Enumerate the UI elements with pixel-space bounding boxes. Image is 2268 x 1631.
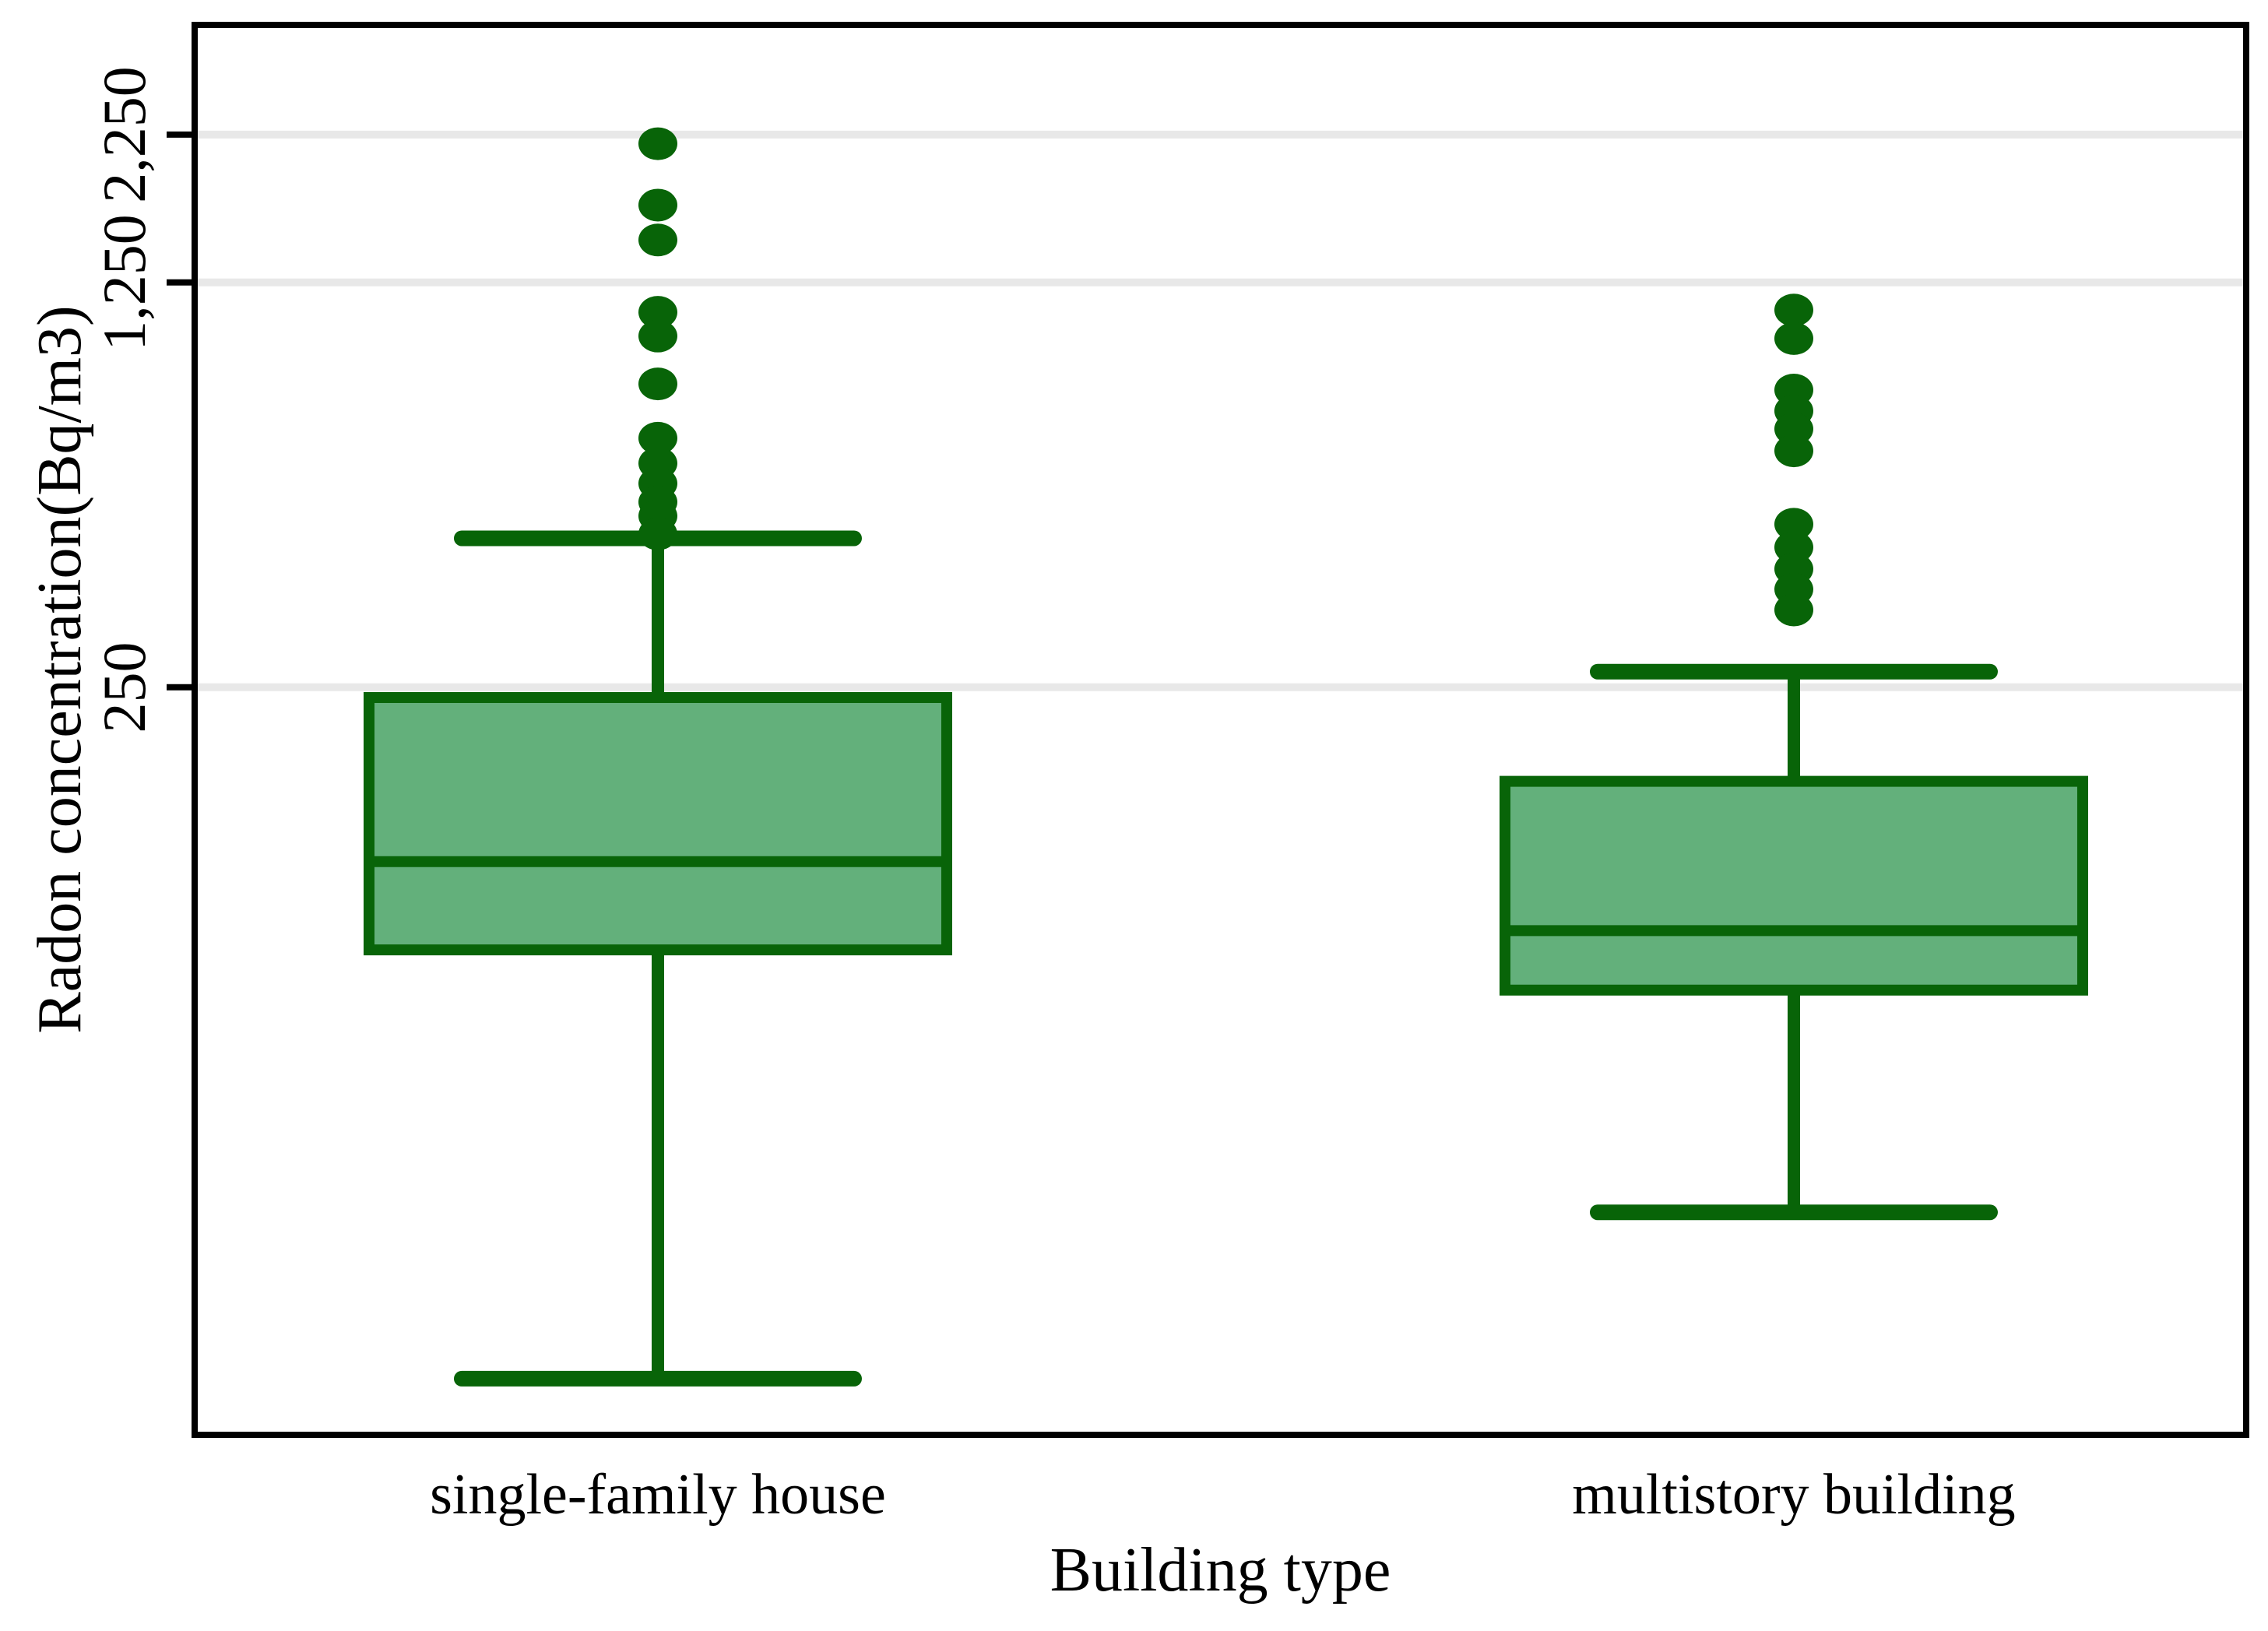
outlier-dot <box>1774 593 1813 627</box>
y-axis-title: Radon concentration(Bq/m3) <box>26 305 94 1034</box>
outlier-dot <box>638 223 677 257</box>
outlier-dot <box>638 127 677 160</box>
y-tick-label: 2,250 <box>90 66 158 203</box>
x-axis-title: Building type <box>1050 1536 1391 1605</box>
y-tick-label: 1,250 <box>90 214 158 351</box>
iqr-box <box>363 691 952 956</box>
outlier-dot <box>1774 294 1813 327</box>
iqr-box <box>1499 775 2088 996</box>
outlier-dot <box>638 517 677 550</box>
y-tick-label: 250 <box>90 642 158 733</box>
x-category-label: multistory building <box>1572 1463 2016 1527</box>
outlier-dot <box>638 421 677 455</box>
outlier-dot <box>638 367 677 401</box>
outlier-dot <box>638 296 677 329</box>
plot-frame <box>192 22 2249 1438</box>
outlier-dot <box>638 319 677 353</box>
x-category-label: single-family house <box>430 1463 886 1527</box>
outlier-dot <box>638 188 677 222</box>
outlier-dot <box>1774 508 1813 541</box>
outlier-dot <box>1774 434 1813 468</box>
outlier-dot <box>1774 322 1813 355</box>
